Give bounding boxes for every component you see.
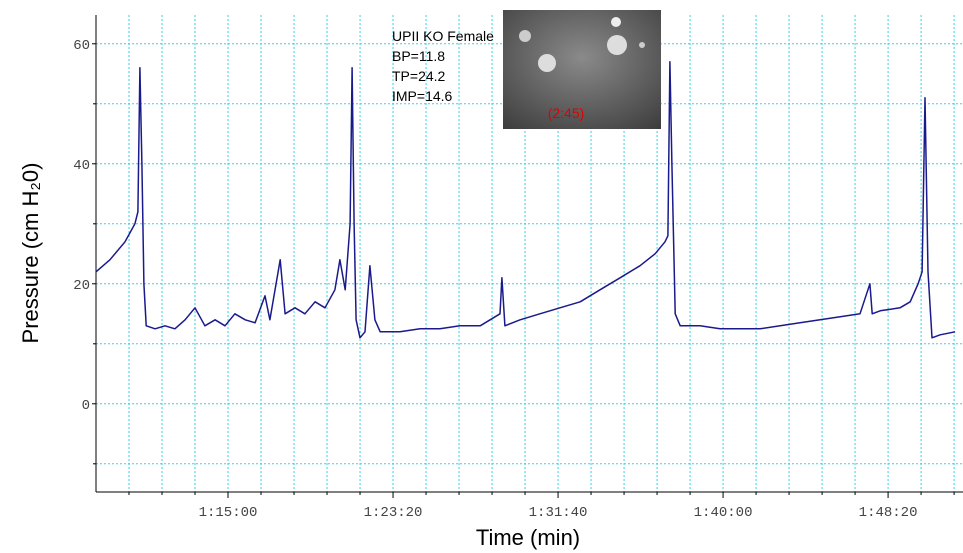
x-tick-label: 1:23:20 [364, 505, 423, 521]
annotation: UPII KO Female [392, 28, 494, 44]
y-tick-label: 40 [73, 158, 90, 174]
annotation: TP=24.2 [392, 68, 446, 84]
y-axis-label: Pressure (cm H₂0) [18, 163, 43, 344]
y-tick-label: 20 [73, 278, 90, 294]
annotation: BP=11.8 [392, 48, 445, 64]
annotation: IMP=14.6 [392, 88, 453, 104]
x-tick-label: 1:15:00 [199, 505, 258, 521]
inset-label: (2:45) [548, 105, 585, 121]
y-tick-label: 60 [73, 38, 90, 54]
y-tick-label: 0 [82, 398, 90, 414]
data-line [95, 61, 956, 339]
x-axis-label: Time (min) [476, 525, 580, 550]
x-tick-label: 1:31:40 [529, 505, 588, 521]
x-tick-label: 1:40:00 [694, 505, 753, 521]
x-tick-label: 1:48:20 [859, 505, 918, 521]
inset-image [503, 10, 661, 129]
